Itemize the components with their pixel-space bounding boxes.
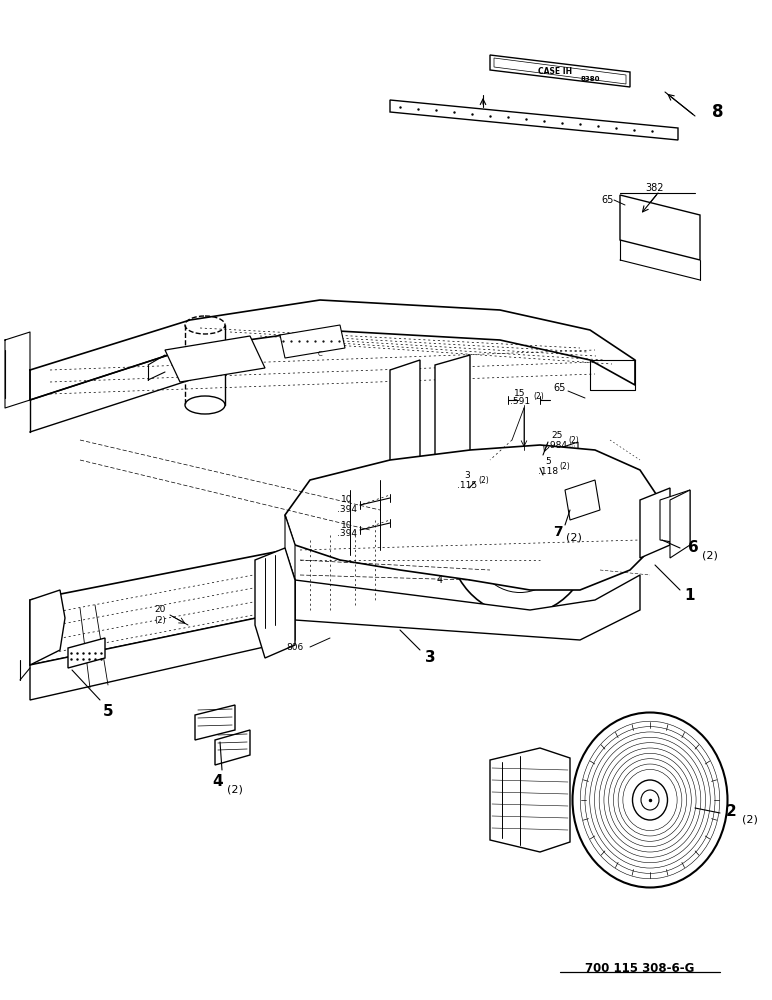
Text: 8380: 8380 <box>581 76 600 82</box>
Text: .591: .591 <box>510 397 530 406</box>
Text: 4: 4 <box>437 575 443 585</box>
Ellipse shape <box>641 790 659 810</box>
Text: 4: 4 <box>213 774 223 790</box>
Text: (2): (2) <box>227 785 243 795</box>
Text: 10: 10 <box>341 520 353 530</box>
Polygon shape <box>490 748 570 852</box>
Polygon shape <box>215 730 250 765</box>
Polygon shape <box>255 548 295 658</box>
Text: (2): (2) <box>479 476 489 485</box>
Text: 700 115 308-6-G: 700 115 308-6-G <box>585 962 695 974</box>
Polygon shape <box>390 468 425 512</box>
Polygon shape <box>565 480 600 520</box>
Text: (2): (2) <box>702 550 718 560</box>
Polygon shape <box>660 490 690 545</box>
Text: C: C <box>317 351 323 357</box>
Polygon shape <box>620 195 700 260</box>
Polygon shape <box>490 55 630 87</box>
Text: 1: 1 <box>685 588 696 603</box>
Polygon shape <box>670 490 690 558</box>
Text: 7: 7 <box>554 525 563 539</box>
Polygon shape <box>388 493 425 532</box>
Polygon shape <box>195 705 235 740</box>
Text: (2): (2) <box>533 392 544 401</box>
Polygon shape <box>280 325 345 358</box>
Text: CASE IH: CASE IH <box>538 66 572 76</box>
Polygon shape <box>295 575 640 640</box>
Text: 806: 806 <box>286 643 303 652</box>
Text: (2): (2) <box>154 615 166 624</box>
Polygon shape <box>30 590 65 665</box>
Text: .394: .394 <box>337 530 357 538</box>
Text: (2): (2) <box>566 533 582 543</box>
Text: .118: .118 <box>538 466 558 476</box>
Ellipse shape <box>632 780 668 820</box>
Text: .115: .115 <box>457 481 477 489</box>
Text: 65: 65 <box>554 383 566 393</box>
Polygon shape <box>30 610 295 700</box>
Text: (2): (2) <box>569 436 579 444</box>
Text: 10: 10 <box>341 495 353 504</box>
Text: 20: 20 <box>154 605 166 614</box>
Polygon shape <box>285 515 295 580</box>
Polygon shape <box>30 550 295 665</box>
Text: 15: 15 <box>514 388 526 397</box>
Text: 25: 25 <box>551 432 563 440</box>
Polygon shape <box>494 58 626 84</box>
Text: (2): (2) <box>560 462 571 471</box>
Polygon shape <box>640 488 670 558</box>
Polygon shape <box>285 445 660 590</box>
Text: 5: 5 <box>545 458 551 466</box>
Polygon shape <box>390 100 678 140</box>
Text: 3: 3 <box>425 650 435 666</box>
Text: 65: 65 <box>602 195 615 205</box>
Text: 5: 5 <box>103 704 113 720</box>
Polygon shape <box>468 464 502 500</box>
Text: 2: 2 <box>726 804 736 820</box>
Text: 3: 3 <box>464 472 470 481</box>
Text: (2): (2) <box>742 814 758 824</box>
Text: .984: .984 <box>547 440 567 450</box>
Text: .394: .394 <box>337 504 357 514</box>
Polygon shape <box>435 355 470 500</box>
Text: 382: 382 <box>645 183 664 193</box>
Polygon shape <box>165 336 265 382</box>
Polygon shape <box>542 442 578 502</box>
Text: 8: 8 <box>713 103 724 121</box>
Text: 6: 6 <box>688 540 699 556</box>
Polygon shape <box>390 360 420 510</box>
Polygon shape <box>68 638 105 668</box>
